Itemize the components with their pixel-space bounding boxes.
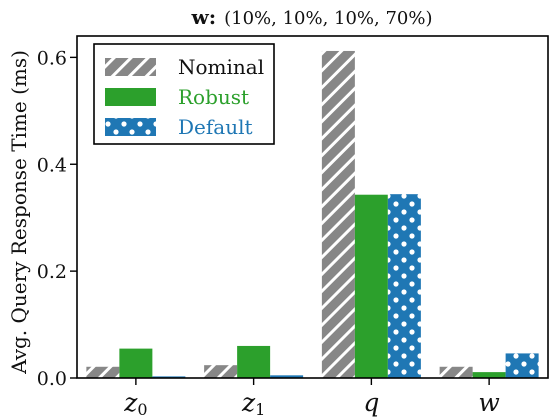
bar-default-3 [505,353,539,378]
bar-nominal-0 [86,366,120,378]
x-ticks: z0 z1 q w [123,378,500,419]
bar-default-2 [387,194,421,378]
bar-default-1 [270,375,304,378]
x-tick-label-2: q [363,388,379,417]
bar-robust-3 [472,372,506,378]
bar-nominal-3 [439,366,473,378]
legend-label-robust: Robust [178,85,249,109]
legend-label-default: Default [178,115,253,139]
bar-robust-0 [119,348,153,378]
bar-nominal-1 [204,365,238,378]
y-tick-label: 0.4 [37,154,67,176]
chart-title: w: (10%, 10%, 10%, 70%) [190,5,432,29]
bar-default-0 [152,376,186,378]
x-tick-label-3: w [478,388,499,417]
plot-frame [76,35,549,379]
y-tick-label: 0.0 [37,368,67,390]
legend-swatch-default [105,118,156,136]
legend: Nominal Robust Default [93,43,275,145]
x-tick-label-0: z0 [123,388,147,419]
y-tick-label: 0.6 [37,47,67,69]
chart-title-bold: w [190,5,209,29]
chart-title-colon: : [209,5,216,29]
bar-robust-2 [354,194,388,378]
x-tick-label-1: z1 [241,388,265,419]
chart-title-rest: (10%, 10%, 10%, 70%) [224,8,432,29]
legend-swatch-robust [105,88,156,106]
legend-swatch-nominal [105,58,156,76]
y-ticks: 0.0 0.2 0.4 0.6 [37,47,77,390]
legend-label-nominal: Nominal [178,55,264,79]
bar-robust-1 [237,345,271,378]
bars-layer [86,50,539,379]
y-axis-label: Avg. Query Response Time (ms) [7,50,31,375]
y-tick-label: 0.2 [37,261,67,283]
bar-nominal-2 [321,50,355,379]
